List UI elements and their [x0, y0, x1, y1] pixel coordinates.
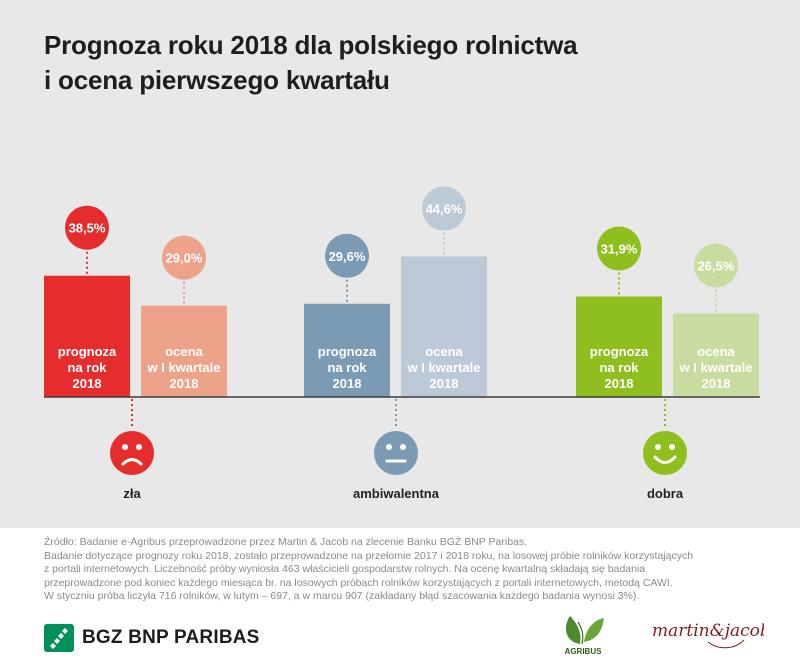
- bar-text: prognoza: [318, 344, 377, 359]
- bar-text: 2018: [170, 376, 199, 391]
- value-label: 29,6%: [329, 249, 366, 264]
- footnote-line: z portali internetowych. Liczebność prób…: [44, 563, 646, 576]
- bar-text: 2018: [73, 376, 102, 391]
- bar-text: 2018: [702, 376, 731, 391]
- source-footnote: Źródło: Badanie e-Agribus przeprowadzone…: [44, 536, 764, 604]
- value-label: 44,6%: [426, 202, 463, 217]
- footnote-line: Badanie dotyczące prognozy roku 2018, zo…: [44, 549, 694, 562]
- happy-face-icon: [643, 431, 687, 475]
- bar-text: ocena: [425, 344, 463, 359]
- category-label: zła: [123, 486, 141, 501]
- bar-text: 2018: [430, 376, 459, 391]
- bar-text: na rok: [67, 360, 107, 375]
- neutral-face-icon: [374, 431, 418, 475]
- value-bubble: [422, 186, 466, 231]
- chart-title: Prognoza roku 2018 dla polskiego rolnict…: [44, 28, 578, 98]
- bar-ocena-2: [401, 256, 487, 397]
- bar-text: 2018: [333, 376, 362, 391]
- bar-prognoza-2: [304, 303, 390, 397]
- value-bubble: [65, 205, 109, 250]
- bank-stars-icon: [44, 624, 74, 652]
- bar-text: w I kwartale: [679, 360, 753, 375]
- bar-text: w I kwartale: [147, 360, 221, 375]
- category-label: dobra: [647, 486, 684, 501]
- value-label: 38,5%: [69, 221, 106, 236]
- bar-text: prognoza: [590, 344, 649, 359]
- value-label: 29,0%: [166, 251, 203, 266]
- bar-prognoza-3: [576, 296, 662, 397]
- bar-prognoza-1: [44, 275, 130, 397]
- category-label: ambiwalentna: [353, 486, 440, 501]
- value-label: 26,5%: [698, 259, 735, 274]
- bar-text: na rok: [599, 360, 639, 375]
- footnote-line: Źródło: Badanie e-Agribus przeprowadzone…: [44, 536, 528, 548]
- value-bubble: [694, 243, 738, 288]
- bar-ocena-1: [141, 305, 227, 397]
- footnote-line: W styczniu próba liczyła 716 rolników, w…: [44, 590, 640, 603]
- bar-text: ocena: [165, 344, 203, 359]
- value-label: 31,9%: [601, 242, 638, 257]
- chart-title-line-1: Prognoza roku 2018 dla polskiego rolnict…: [44, 30, 578, 60]
- value-bubble: [325, 233, 369, 278]
- footnote-line: przeprowadzone pod koniec każdego miesią…: [44, 576, 673, 589]
- agency-logo-text: martin&jacob: [652, 621, 764, 641]
- bank-name: BGZ BNP PARIBAS: [82, 627, 260, 648]
- martin-jacob-logo: martin&jacob: [652, 621, 764, 649]
- value-bubble: [162, 235, 206, 280]
- agribus-logo-text: AGRIBUS: [565, 647, 603, 656]
- value-bubble: [597, 226, 641, 271]
- bgz-bnp-paribas-logo: BGZ BNP PARIBAS: [44, 624, 260, 652]
- bar-ocena-3: [673, 313, 759, 397]
- chart-title-line-2: i ocena pierwszego kwartału: [44, 65, 390, 95]
- bar-text: ocena: [697, 344, 735, 359]
- bar-text: w I kwartale: [407, 360, 481, 375]
- bar-text: na rok: [327, 360, 367, 375]
- bar-text: prognoza: [58, 344, 117, 359]
- agribus-logo: AGRIBUS: [565, 616, 604, 656]
- bar-text: 2018: [605, 376, 634, 391]
- sad-face-icon: [110, 431, 154, 475]
